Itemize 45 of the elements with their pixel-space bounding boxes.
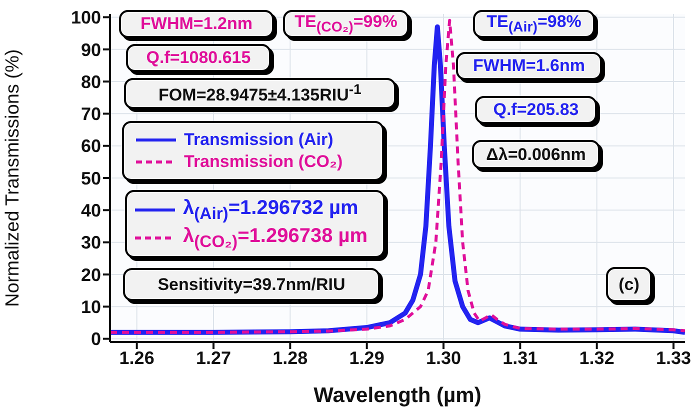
text-box: Q.f=205.83 bbox=[475, 96, 597, 124]
annotation: FOM=28.9475±4.135RIU$^{-1}$ bbox=[158, 82, 362, 106]
annotation: λ$_{(Air)}$=1.296732 µm bbox=[183, 196, 358, 224]
x-tick-label: 1.26 bbox=[119, 348, 154, 368]
y-tick-label: 100 bbox=[70, 8, 101, 28]
text-box: TE$_{(CO₂)}$=99% bbox=[283, 10, 409, 38]
x-axis-title: Wavelength (µm) bbox=[314, 384, 482, 407]
annotation: Q.f=205.83 bbox=[493, 100, 579, 120]
x-tick-label: 1.29 bbox=[349, 348, 384, 368]
y-tick-label: 0 bbox=[90, 329, 101, 350]
annotation: Sensitivity=39.7nm/RIU bbox=[158, 274, 346, 294]
text-box: Q.f=1080.615 bbox=[126, 44, 271, 72]
annotation: TE$_{(Air)}$=98% bbox=[486, 12, 582, 36]
y-tick-label: 10 bbox=[80, 297, 101, 318]
y-tick-label: 40 bbox=[80, 200, 101, 221]
annotation: FWHM=1.2nm bbox=[140, 14, 252, 34]
y-tick-label: 70 bbox=[80, 104, 101, 124]
annotation: FWHM=1.6nm bbox=[473, 56, 585, 76]
legend-label: Transmission (CO₂) bbox=[184, 151, 343, 173]
x-tick-label: 1.32 bbox=[579, 348, 614, 368]
annotation: Q.f=1080.615 bbox=[146, 48, 251, 68]
x-tick-label: 1.33 bbox=[656, 348, 692, 368]
x-tick-label: 1.27 bbox=[196, 348, 232, 368]
text-box: TE$_{(Air)}$=98% bbox=[473, 10, 595, 38]
text-box: FWHM=1.6nm bbox=[456, 52, 602, 80]
y-tick-label: 60 bbox=[80, 136, 101, 156]
y-tick-label: 80 bbox=[80, 72, 101, 92]
annotation: (c) bbox=[618, 274, 640, 294]
text-box: FWHM=1.2nm bbox=[119, 10, 274, 38]
text-box: FOM=28.9475±4.135RIU$^{-1}$ bbox=[124, 78, 396, 109]
text-box: Sensitivity=39.7nm/RIU bbox=[123, 268, 380, 301]
text-box: Δλ=0.006nm bbox=[472, 140, 600, 169]
annotation: λ$_{(CO₂)}$=1.296738 µm bbox=[183, 224, 368, 252]
legend-label: Transmission (Air) bbox=[184, 129, 334, 151]
y-axis-title: Normalized Transmissions (%) bbox=[2, 49, 24, 307]
annotation: TE$_{(CO₂)}$=99% bbox=[294, 12, 398, 36]
text-box: (c) bbox=[606, 267, 652, 302]
y-tick-label: 90 bbox=[80, 40, 101, 60]
y-tick-label: 30 bbox=[80, 232, 101, 253]
x-tick-label: 1.28 bbox=[272, 348, 308, 368]
annotation: Δλ=0.006nm bbox=[486, 144, 586, 164]
y-tick-label: 50 bbox=[80, 168, 101, 188]
x-tick-label: 1.30 bbox=[426, 348, 462, 368]
y-tick-label: 20 bbox=[80, 264, 101, 285]
x-tick-label: 1.31 bbox=[502, 348, 538, 368]
